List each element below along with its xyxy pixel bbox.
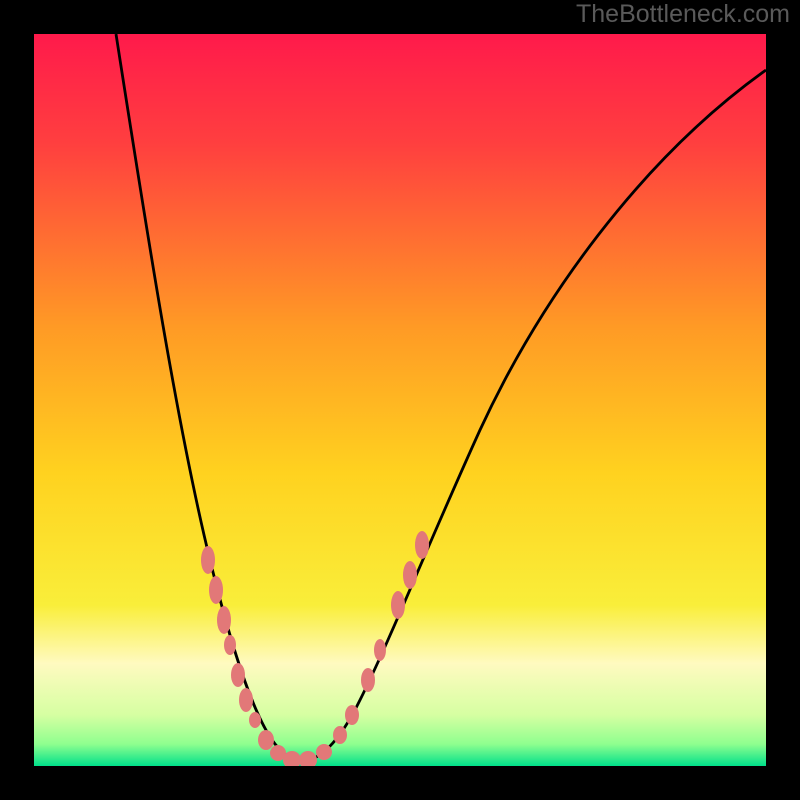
curve-marker bbox=[283, 751, 301, 769]
curve-marker bbox=[333, 726, 347, 744]
curve-marker bbox=[231, 663, 245, 687]
curve-marker bbox=[249, 712, 261, 728]
curve-marker bbox=[217, 606, 231, 634]
curve-marker bbox=[224, 635, 236, 655]
curve-marker bbox=[403, 561, 417, 589]
curve-marker bbox=[258, 730, 274, 750]
curve-marker bbox=[415, 531, 429, 559]
curve-marker bbox=[239, 688, 253, 712]
curve-marker bbox=[345, 705, 359, 725]
curve-marker bbox=[391, 591, 405, 619]
chart-background-gradient bbox=[34, 34, 766, 766]
watermark-text: TheBottleneck.com bbox=[576, 0, 790, 29]
curve-marker bbox=[201, 546, 215, 574]
curve-marker bbox=[316, 744, 332, 760]
curve-marker bbox=[299, 751, 317, 769]
curve-marker bbox=[361, 668, 375, 692]
curve-marker bbox=[209, 576, 223, 604]
curve-marker bbox=[374, 639, 386, 661]
